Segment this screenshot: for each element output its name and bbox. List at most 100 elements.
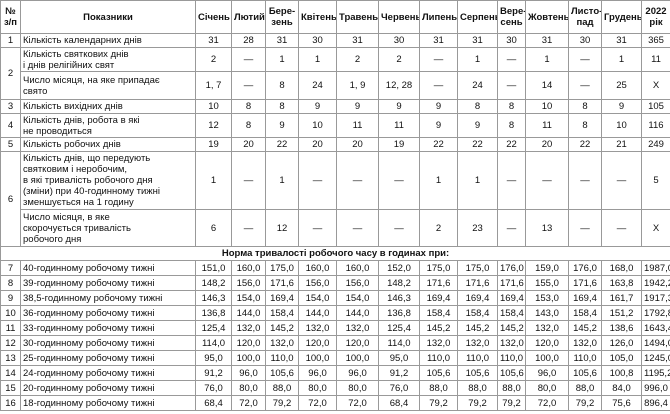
table-row: 8 39-годинному робочому тижні 148,2 156,0 17…	[0, 275, 670, 291]
cell: 143,0	[525, 305, 569, 321]
cell: 13	[525, 209, 569, 247]
column-header: Липень	[419, 0, 458, 34]
cell: 88,0	[419, 380, 458, 396]
cell: 145,2	[568, 320, 602, 336]
row-number: 5	[0, 137, 21, 152]
cell: 10	[195, 99, 232, 114]
row-number: 11	[0, 320, 21, 336]
cell: 175,0	[419, 260, 458, 276]
cell: 1917,3	[641, 290, 670, 306]
cell: 175,0	[265, 260, 299, 276]
cell: 10	[298, 113, 337, 138]
cell: 9	[419, 99, 458, 114]
cell: 100,0	[336, 350, 379, 366]
row-number: 3	[0, 99, 21, 114]
cell: 132,0	[568, 335, 602, 351]
cell: 95,0	[195, 350, 232, 366]
row-label: Кількість календарних днів	[20, 33, 196, 48]
cell: 24	[457, 71, 498, 100]
row-label: 39-годинному робочому тижні	[20, 275, 196, 291]
cell: 88,0	[265, 380, 299, 396]
cell: 171,6	[497, 275, 526, 291]
cell: 169,4	[419, 290, 458, 306]
row-number: 8	[0, 275, 21, 291]
row-label: 20-годинному робочому тижні	[20, 380, 196, 396]
cell: 22	[265, 137, 299, 152]
cell: 136,8	[195, 305, 232, 321]
cell: 1	[601, 47, 642, 72]
cell: 9	[419, 113, 458, 138]
cell: 72,0	[231, 395, 266, 411]
cell: 19	[195, 137, 232, 152]
cell: 96,0	[298, 365, 337, 381]
cell: —	[601, 151, 642, 210]
cell: 144,0	[336, 305, 379, 321]
cell: 144,0	[231, 305, 266, 321]
cell: 176,0	[497, 260, 526, 276]
cell: 145,2	[497, 320, 526, 336]
cell: 152,0	[378, 260, 420, 276]
cell: 9	[457, 113, 498, 138]
row-label: 40-годинному робочому тижні	[20, 260, 196, 276]
cell: 11	[525, 113, 569, 138]
cell: 9	[336, 99, 379, 114]
cell: 80,0	[336, 380, 379, 396]
cell: —	[525, 151, 569, 210]
row-number: 7	[0, 260, 21, 276]
cell: 79,2	[419, 395, 458, 411]
cell: 9	[601, 99, 642, 114]
section-row: Норма тривалості робочого часу в годинах…	[0, 246, 670, 261]
cell: 19	[378, 137, 420, 152]
table-row: 5 Кількість робочих днів 19 20 22 20 20 19 22 22 2…	[0, 137, 670, 152]
cell: 12, 28	[378, 71, 420, 100]
cell: 148,2	[195, 275, 232, 291]
cell: —	[231, 47, 266, 72]
cell: 31	[336, 33, 379, 48]
cell: 100,0	[525, 350, 569, 366]
cell: 91,2	[378, 365, 420, 381]
cell: 125,4	[378, 320, 420, 336]
cell: 8	[265, 99, 299, 114]
row-label: Число місяця, в яке скорочується тривалі…	[20, 209, 196, 247]
row-number: 2	[0, 47, 21, 100]
cell: 125,4	[195, 320, 232, 336]
cell: 6	[195, 209, 232, 247]
cell: 110,0	[568, 350, 602, 366]
cell: 79,2	[497, 395, 526, 411]
cell: 96,0	[336, 365, 379, 381]
row-number: 10	[0, 305, 21, 321]
cell: 155,0	[525, 275, 569, 291]
cell: 84,0	[601, 380, 642, 396]
cell: 91,2	[195, 365, 232, 381]
cell: 24	[298, 71, 337, 100]
cell: 9	[265, 113, 299, 138]
row-number: 12	[0, 335, 21, 351]
cell: 79,2	[265, 395, 299, 411]
table-row: 4 Кількість днів, робота в які не проводи…	[0, 113, 670, 138]
cell: 160,0	[231, 260, 266, 276]
cell: 1	[265, 151, 299, 210]
cell: 132,0	[336, 320, 379, 336]
cell: 159,0	[525, 260, 569, 276]
cell: 116	[641, 113, 670, 138]
cell: 1792,8	[641, 305, 670, 321]
cell: 1987,0	[641, 260, 670, 276]
row-label: Кількість святкових днів і днів релігійн…	[20, 47, 196, 72]
cell: 11	[641, 47, 670, 72]
cell: 76,0	[195, 380, 232, 396]
cell: 114,0	[195, 335, 232, 351]
cell: 20	[231, 137, 266, 152]
row-label: Кількість днів, робота в які не проводит…	[20, 113, 196, 138]
cell: 1	[419, 151, 458, 210]
cell: 114,0	[378, 335, 420, 351]
cell: 105,6	[457, 365, 498, 381]
cell: 110,0	[265, 350, 299, 366]
cell: —	[298, 209, 337, 247]
cell: 76,0	[378, 380, 420, 396]
cell: 22	[419, 137, 458, 152]
cell: 105,6	[568, 365, 602, 381]
cell: 132,0	[525, 320, 569, 336]
cell: 21	[601, 137, 642, 152]
cell: 9	[378, 99, 420, 114]
cell: 9	[298, 99, 337, 114]
